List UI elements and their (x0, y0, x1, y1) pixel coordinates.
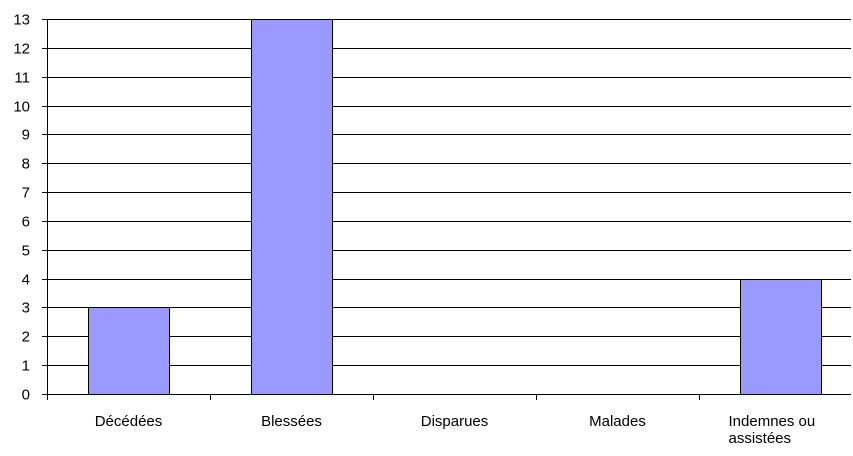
x-tick-label-line: Blessées (261, 413, 322, 430)
x-tick-label-line: assistées (729, 430, 792, 447)
y-tick-label: 8 (22, 156, 30, 173)
bar-4 (740, 279, 822, 395)
y-tick-label: 5 (22, 243, 30, 260)
y-tick-label: 11 (14, 70, 30, 87)
x-tick-label-line: Malades (589, 413, 646, 430)
x-tick-label-line: Indemnes ou (729, 413, 816, 430)
bar-1 (251, 19, 333, 395)
gridlines (47, 19, 851, 366)
x-tick-label-line: Disparues (421, 413, 489, 430)
bars (88, 19, 822, 395)
y-tick-label: 6 (22, 214, 30, 231)
x-tick-labels: Décédées Blessées Disparues Malades Indemnes… (95, 413, 816, 447)
y-tick-label: 12 (13, 41, 30, 58)
y-tick-label: 4 (22, 272, 30, 289)
x-tick-label: Indemnes ou assistées (729, 413, 816, 447)
y-tick-label: 10 (13, 99, 30, 116)
y-tick-label: 2 (22, 329, 30, 346)
y-tick-label: 13 (13, 12, 30, 29)
x-tick-label: Malades (589, 413, 646, 430)
y-tick-label: 9 (22, 127, 30, 144)
x-tick-label: Décédées (95, 413, 163, 430)
x-tick-label: Disparues (421, 413, 489, 430)
axes (42, 19, 851, 400)
y-tick-label: 7 (22, 185, 30, 202)
y-tick-label: 3 (22, 300, 30, 317)
y-tick-label: 1 (22, 358, 30, 375)
x-tick-label-line: Décédées (95, 413, 163, 430)
x-tick-label: Blessées (261, 413, 322, 430)
bar-0 (88, 307, 170, 395)
y-tick-label: 0 (22, 387, 30, 404)
